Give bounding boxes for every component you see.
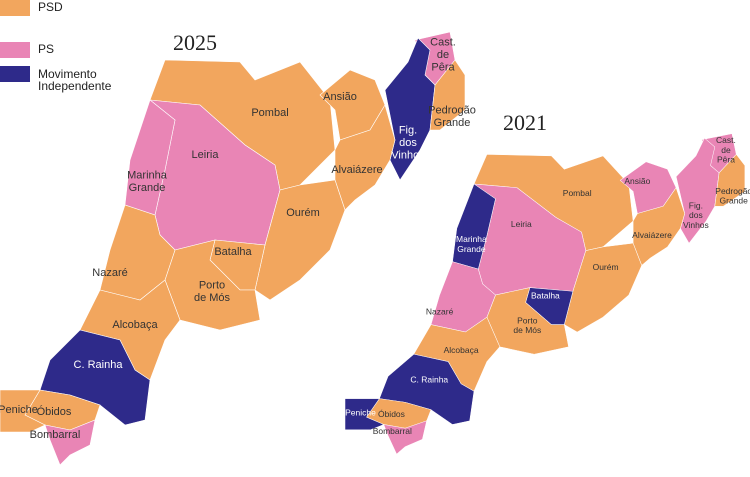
- municipality-label: Fig.: [689, 200, 703, 210]
- municipality-label: Pêra: [431, 62, 455, 74]
- map: [344, 133, 746, 455]
- municipality: [383, 420, 428, 455]
- municipality-label: Grande: [720, 196, 749, 206]
- legend-label: PS: [38, 42, 54, 56]
- municipality-label: Ourém: [593, 262, 619, 272]
- municipality-label: Fig.: [399, 124, 417, 136]
- municipality: [44, 419, 96, 466]
- municipality-label: Pedrogão: [428, 105, 476, 117]
- municipality-label: Marinha: [127, 170, 168, 182]
- map: [0, 31, 466, 466]
- municipality-label: Grande: [457, 244, 486, 254]
- legend-label: Independente: [38, 79, 112, 93]
- municipality-label: de: [437, 49, 449, 61]
- municipality: [379, 353, 475, 425]
- municipality-label: Marinha: [456, 234, 487, 244]
- municipality-label: Alvaiázere: [331, 164, 382, 176]
- legend-swatch: [0, 0, 30, 16]
- legend-swatch: [0, 66, 30, 82]
- municipality-label: Peniche: [0, 404, 38, 416]
- municipality-label: Nazaré: [92, 267, 127, 279]
- municipality-label: de Mós: [513, 325, 541, 335]
- municipality-label: Leiria: [511, 219, 532, 229]
- municipality-label: dos: [689, 210, 703, 220]
- municipality: [429, 59, 466, 131]
- municipality-label: Óbidos: [378, 409, 405, 419]
- legend-swatch: [0, 42, 30, 58]
- municipality-label: Batalha: [214, 246, 252, 258]
- municipality-label: Alvaiázere: [632, 230, 672, 240]
- municipality-label: Ourém: [286, 207, 320, 219]
- municipality-label: Peniche: [345, 408, 376, 418]
- municipality-label: C. Rainha: [74, 359, 124, 371]
- legend-label: Movimento: [38, 67, 97, 81]
- municipality-label: Pombal: [251, 107, 288, 119]
- municipality-label: Nazaré: [426, 306, 454, 316]
- municipality-label: dos: [399, 137, 417, 149]
- municipality-label: Pedrogão: [715, 186, 750, 196]
- municipality-label: Cast.: [716, 135, 736, 145]
- municipality: [39, 329, 151, 426]
- municipality: [714, 154, 746, 207]
- municipality-label: Grande: [129, 182, 166, 194]
- municipality-label: Bombarral: [373, 426, 412, 436]
- map-year: 2025: [173, 30, 217, 55]
- municipality-label: Pombal: [563, 188, 592, 198]
- map-year: 2021: [503, 110, 547, 135]
- municipality-label: Porto: [517, 315, 538, 325]
- municipality-label: Bombarral: [30, 429, 81, 441]
- municipality-label: Cast.: [430, 36, 456, 48]
- municipality-label: Vinhos: [683, 220, 709, 230]
- municipality-label: Grande: [434, 117, 471, 129]
- municipality-label: de Mós: [194, 292, 231, 304]
- municipality-label: Leiria: [192, 149, 220, 161]
- municipality-label: Pêra: [717, 155, 735, 165]
- municipality-label: Ansião: [624, 176, 650, 186]
- municipality-label: Alcobaça: [444, 345, 479, 355]
- municipality-label: de: [721, 145, 731, 155]
- municipality-label: Alcobaça: [112, 319, 158, 331]
- municipality-label: Batalha: [531, 291, 560, 301]
- municipality-label: Ansião: [323, 91, 357, 103]
- municipality-label: C. Rainha: [410, 374, 448, 384]
- legend-label: PSD: [38, 0, 63, 14]
- municipality-label: Óbidos: [37, 405, 72, 418]
- municipality-label: Vinhos: [391, 150, 425, 162]
- municipality-label: Porto: [199, 280, 225, 292]
